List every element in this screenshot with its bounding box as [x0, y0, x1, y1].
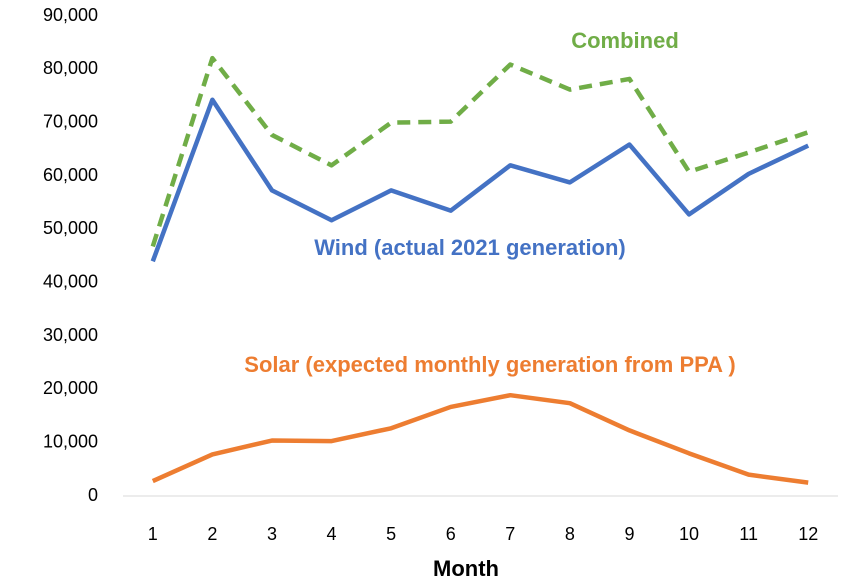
y-tick-label: 70,000	[43, 111, 98, 131]
x-tick-label: 1	[148, 524, 158, 544]
y-tick-label: 0	[88, 485, 98, 505]
y-tick-label: 60,000	[43, 165, 98, 185]
x-tick-label: 5	[386, 524, 396, 544]
y-tick-label: 90,000	[43, 5, 98, 25]
x-tick-label: 9	[624, 524, 634, 544]
y-tick-label: 10,000	[43, 431, 98, 451]
series-line	[150, 55, 809, 248]
x-tick-label: 4	[327, 524, 337, 544]
x-tick-label: 2	[207, 524, 217, 544]
x-tick-label: 10	[679, 524, 699, 544]
x-tick-label: 12	[798, 524, 818, 544]
x-tick-label: 8	[565, 524, 575, 544]
series-label: Wind (actual 2021 generation)	[314, 235, 626, 260]
series-label: Solar (expected monthly generation from …	[244, 352, 735, 377]
y-tick-label: 50,000	[43, 218, 98, 238]
y-tick-label: 20,000	[43, 378, 98, 398]
x-tick-label: 3	[267, 524, 277, 544]
x-tick-label: 11	[739, 524, 758, 544]
x-tick-label: 7	[505, 524, 515, 544]
y-tick-label: 30,000	[43, 325, 98, 345]
series-label: Combined	[571, 28, 679, 53]
y-tick-label: 80,000	[43, 58, 98, 78]
series-line	[151, 392, 809, 485]
series-line	[150, 97, 810, 263]
y-tick-label: 40,000	[43, 271, 98, 291]
x-tick-label: 6	[446, 524, 456, 544]
x-axis-title: Month	[433, 556, 499, 581]
